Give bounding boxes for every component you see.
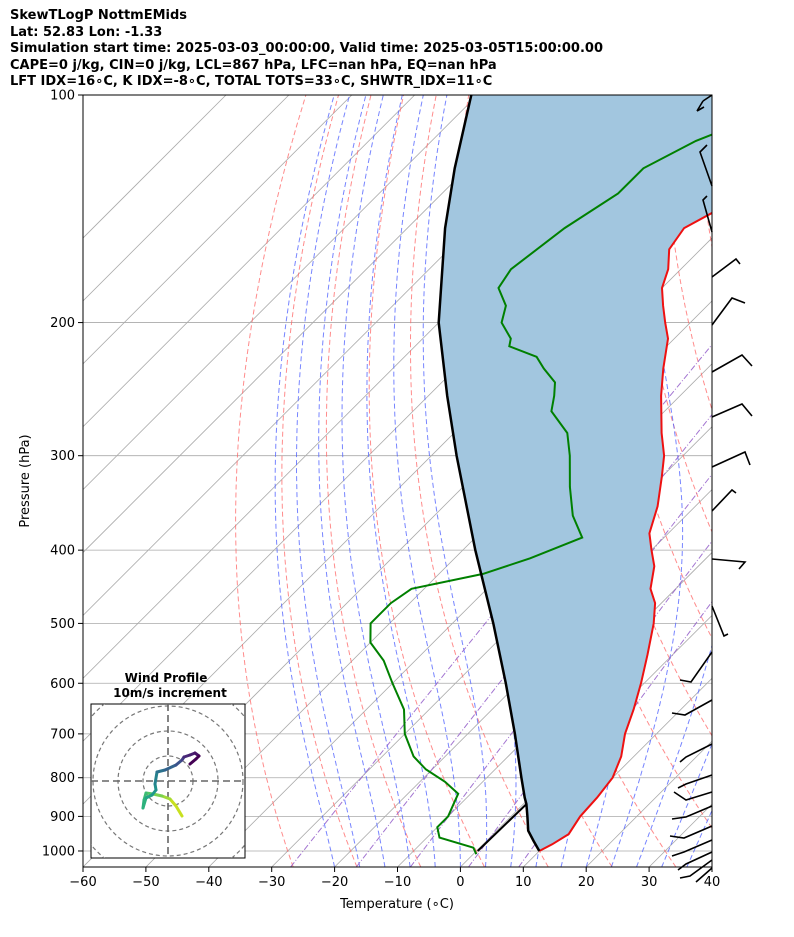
- isotherm-line: [83, 95, 541, 554]
- wind-barb: [711, 450, 751, 468]
- y-axis-ticks: 100 200 300 400 500 600 700 800 900 1000: [42, 89, 83, 859]
- dewpoint-line: [369, 133, 712, 855]
- moist-adiabat-line: [661, 742, 712, 867]
- profile-lines: [369, 95, 712, 855]
- isotherm-line: [83, 95, 478, 491]
- wind-barb: [679, 743, 713, 763]
- mixing-ratio-line: [409, 473, 712, 867]
- hodograph-segment: [188, 757, 198, 766]
- cape-cin-fill: [438, 95, 712, 851]
- x-tick-label: 20: [578, 875, 595, 890]
- wind-barb: [671, 839, 713, 857]
- wind-barb: [711, 605, 729, 638]
- moist-adiabat-line: [422, 95, 488, 867]
- isotherm-line: [83, 95, 415, 428]
- wind-barb: [711, 257, 741, 278]
- y-tick-label: 200: [50, 316, 75, 331]
- moist-adiabat-line: [393, 95, 461, 867]
- x-tick-label: −60: [69, 875, 96, 890]
- x-tick-label: 0: [456, 875, 464, 890]
- isotherm-line: [775, 95, 794, 867]
- x-axis-ticks: −60 −50 −40 −30 −20 −10 0 10 20 30 40: [69, 867, 720, 890]
- header-line-cape: CAPE=0 j/kg, CIN=0 j/kg, LCL=867 hPa, LF…: [10, 57, 497, 73]
- hodograph-segment: [174, 804, 184, 818]
- wind-barb: [711, 558, 747, 570]
- inset-subtitle: 10m/s increment: [113, 686, 227, 700]
- x-axis-label: Temperature (∘C): [339, 897, 454, 912]
- dry-adiabat-line: [410, 95, 549, 867]
- moist-adiabat-line: [296, 95, 361, 867]
- wind-profile-inset: Wind Profile 10m/s increment: [90, 671, 246, 859]
- hodograph-segment: [141, 796, 148, 810]
- moist-adiabat-line: [686, 809, 712, 867]
- wind-barb: [671, 699, 713, 716]
- header-line-times: Simulation start time: 2025-03-03_00:00:…: [10, 41, 603, 56]
- x-tick-label: −10: [384, 875, 411, 890]
- wind-barb: [711, 403, 753, 418]
- moist-adiabat-line: [366, 95, 436, 867]
- y-tick-label: 600: [50, 677, 75, 692]
- y-tick-label: 300: [50, 449, 75, 464]
- isotherm-line: [83, 95, 290, 302]
- wind-barb: [679, 651, 713, 683]
- isotherm-line: [83, 95, 227, 239]
- header-line-location: Lat: 52.83 Lon: -1.33: [10, 24, 163, 40]
- moist-adiabat-line: [636, 95, 712, 867]
- isotherm-line: [83, 95, 353, 365]
- dry-adiabat-line: [663, 95, 712, 412]
- wind-barb: [671, 805, 713, 820]
- temperature-line: [538, 211, 712, 852]
- isotherm-line: [711, 866, 712, 867]
- wind-barb: [711, 353, 753, 373]
- x-tick-label: −40: [195, 875, 222, 890]
- wind-barb: [669, 825, 713, 839]
- y-tick-label: 500: [50, 617, 75, 632]
- moist-adiabat-line: [610, 95, 684, 867]
- parcel-line: [437, 95, 541, 852]
- y-tick-label: 900: [50, 810, 75, 825]
- y-tick-label: 800: [50, 771, 75, 786]
- wind-barb: [673, 791, 713, 801]
- x-tick-label: −20: [321, 875, 348, 890]
- hodograph-segment: [151, 792, 164, 798]
- y-axis-label: Pressure (hPa): [18, 434, 33, 527]
- x-tick-label: −50: [132, 875, 159, 890]
- dry-adiabat-line: [235, 95, 307, 867]
- wind-barb: [711, 297, 746, 326]
- y-tick-label: 100: [50, 89, 75, 104]
- wind-barb: [699, 144, 713, 187]
- hodograph-segment: [153, 770, 159, 786]
- dry-adiabat-line: [729, 95, 794, 867]
- y-tick-label: 700: [50, 727, 75, 742]
- moist-adiabat-line: [318, 95, 386, 867]
- x-tick-label: 40: [704, 875, 721, 890]
- wind-barb: [711, 488, 737, 512]
- moist-adiabat-line: [274, 95, 336, 867]
- isotherm-line: [334, 489, 712, 867]
- chart-header: SkewTLogP NottmEMids Lat: 52.83 Lon: -1.…: [10, 8, 603, 91]
- surface-parcel-line: [477, 803, 528, 852]
- hodograph-segment: [168, 797, 178, 808]
- x-tick-label: −30: [258, 875, 285, 890]
- wind-barb: [702, 195, 713, 233]
- dry-adiabat-line: [368, 95, 485, 867]
- inset-title: Wind Profile: [125, 671, 208, 685]
- x-tick-label: 30: [641, 875, 658, 890]
- moist-adiabat-line: [341, 95, 411, 867]
- hodograph-segment: [163, 763, 178, 772]
- isotherm-line: [523, 677, 712, 867]
- wind-barb: [696, 94, 713, 112]
- header-line-station: SkewTLogP NottmEMids: [10, 8, 188, 23]
- y-tick-label: 1000: [42, 844, 75, 859]
- header-line-indices: LFT IDX=16∘C, K IDX=-8∘C, TOTAL TOTS=33∘…: [10, 74, 493, 89]
- cin-shaded-area: [438, 95, 712, 851]
- y-tick-label: 400: [50, 544, 75, 559]
- dry-adiabat-line: [281, 95, 358, 867]
- dry-adiabat-line: [762, 95, 794, 867]
- wind-barbs: [669, 94, 753, 883]
- x-tick-label: 10: [515, 875, 532, 890]
- wind-barb: [677, 774, 713, 789]
- wind-barb: [677, 851, 713, 883]
